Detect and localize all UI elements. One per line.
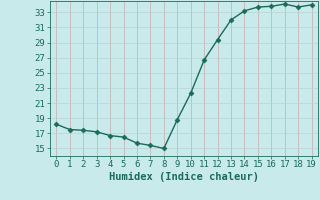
X-axis label: Humidex (Indice chaleur): Humidex (Indice chaleur) bbox=[109, 172, 259, 182]
